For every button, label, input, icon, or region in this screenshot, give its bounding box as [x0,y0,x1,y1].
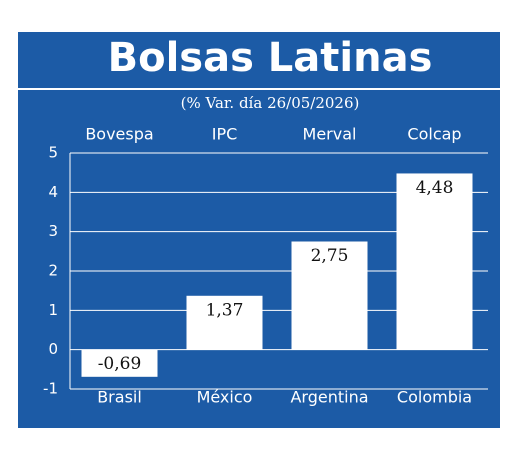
bar [81,349,158,377]
y-tick-label: 2 [48,262,58,280]
y-tick-label: -1 [43,380,58,398]
data-label: 4,48 [416,178,454,198]
chart-subtitle: (% Var. día 26/05/2026) [181,94,360,112]
index-label: Bovespa [85,125,153,144]
x-tick-label: Argentina [290,388,368,407]
bar [396,173,473,350]
y-tick-label: 1 [48,301,58,319]
y-tick-label: 4 [48,183,58,201]
data-label: -0,69 [98,354,142,374]
bar [291,241,368,350]
index-label: Colcap [407,125,461,144]
data-label: 2,75 [311,246,349,266]
chart-title: Bolsas Latinas [108,35,433,81]
y-tick-label: 0 [48,340,58,358]
index-label: Merval [303,125,357,144]
x-tick-label: México [197,388,253,407]
index-label: IPC [212,125,238,144]
x-tick-label: Brasil [97,388,142,407]
x-tick-label: Colombia [397,388,472,407]
y-tick-label: 5 [48,144,58,162]
y-tick-label: 3 [48,222,58,240]
bar [186,295,263,350]
data-label: 1,37 [206,300,244,320]
